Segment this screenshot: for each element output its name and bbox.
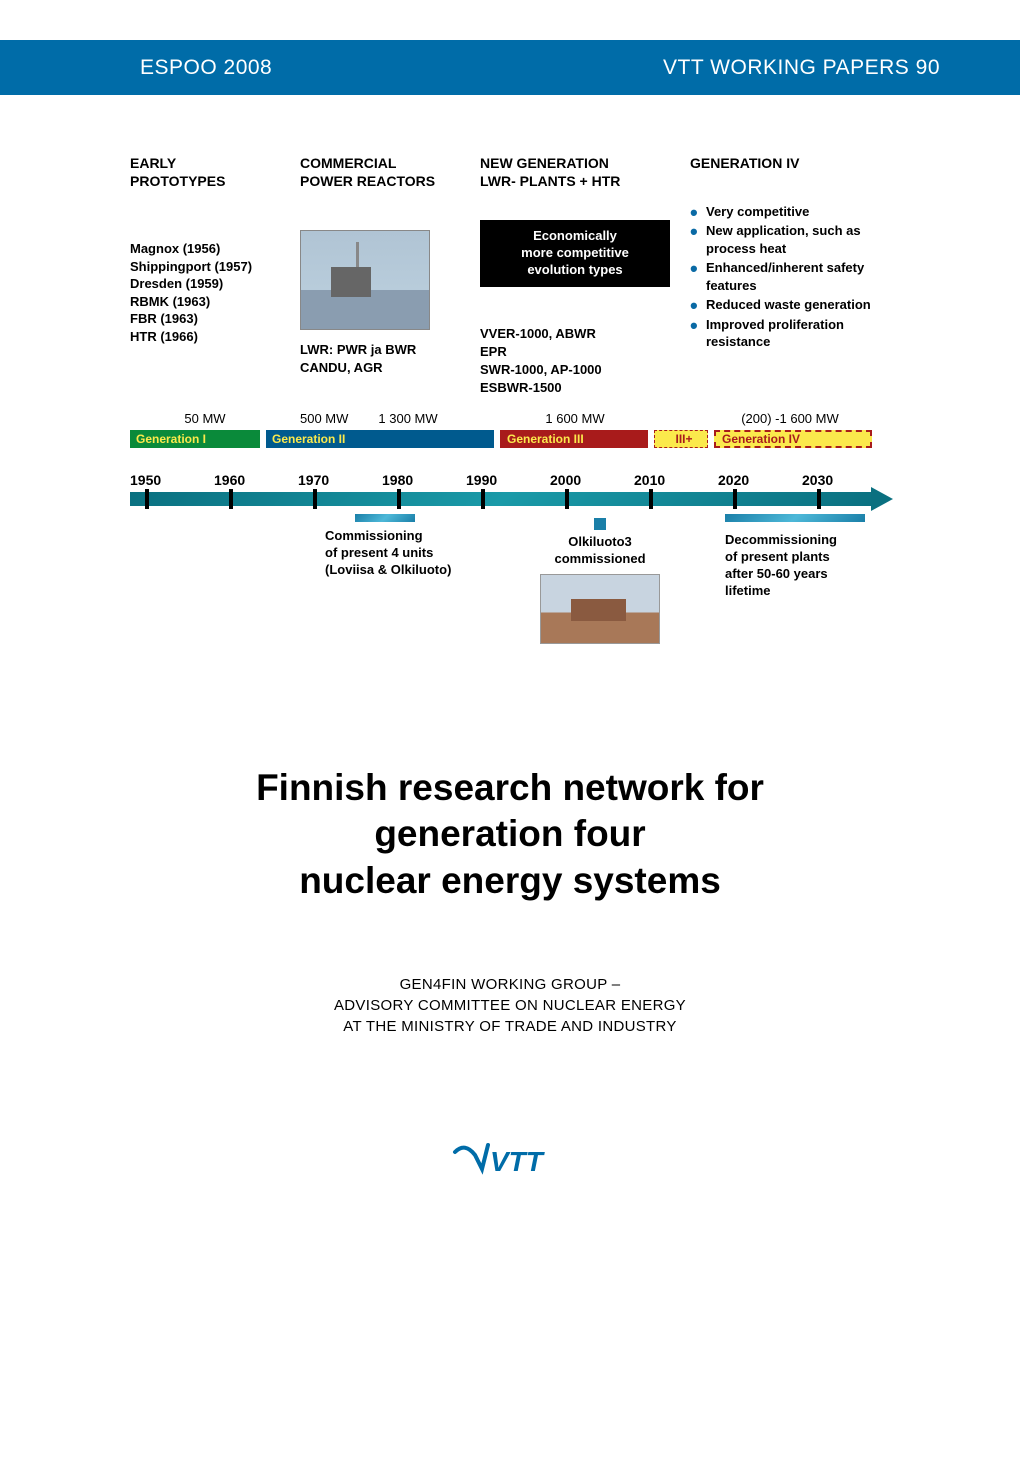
decommissioning-bar	[725, 514, 865, 522]
generation-2-column: COMMERCIAL POWER REACTORS LWR: PWR ja BW…	[300, 155, 460, 397]
mw-row: 50 MW 500 MW 1 300 MW 1 600 MW (200) -1 …	[120, 411, 900, 426]
gen1-item: Shippingport (1957)	[130, 258, 280, 276]
gen1-heading: EARLY PROTOTYPES	[130, 155, 280, 190]
gen1-mw: 50 MW	[130, 411, 280, 426]
year-label: 2020	[718, 472, 802, 488]
gen4-bullet: Enhanced/inherent safety features	[690, 259, 890, 294]
subtitle-line-1: GEN4FIN WORKING GROUP –	[0, 974, 1020, 995]
gen1-bar: Generation I	[130, 430, 260, 448]
timeline-tick	[229, 489, 233, 509]
gen3-black-box-text: Economically more competitive evolution …	[521, 228, 629, 277]
timeline-arrow	[130, 492, 875, 506]
year-label: 1980	[382, 472, 466, 488]
timeline-tick	[649, 489, 653, 509]
gen4-bullet: Very competitive	[690, 203, 890, 221]
year-label: 1990	[466, 472, 550, 488]
gen4-bullet: Reduced waste generation	[690, 296, 890, 314]
generation-diagram: EARLY PROTOTYPES Magnox (1956) Shippingp…	[120, 155, 900, 675]
gen1-item: HTR (1966)	[130, 328, 280, 346]
vtt-logo-svg: VTT	[450, 1137, 570, 1182]
commissioning-callout: Commissioning of present 4 units (Loviis…	[325, 514, 451, 579]
gen4-heading: GENERATION IV	[690, 155, 890, 173]
vtt-logo-text: VTT	[490, 1146, 546, 1177]
gen2-heading: COMMERCIAL POWER REACTORS	[300, 155, 460, 190]
gen3-reactor-list: VVER-1000, ABWR EPR SWR-1000, AP-1000 ES…	[480, 325, 670, 398]
olkiluoto-callout: Olkiluoto3 commissioned	[540, 518, 660, 644]
gen1-item: FBR (1963)	[130, 310, 280, 328]
year-label: 2030	[802, 472, 886, 488]
vtt-logo: VTT	[0, 1137, 1020, 1187]
generation-3-column: NEW GENERATION LWR- PLANTS + HTR Economi…	[480, 155, 670, 397]
olkiluoto-text: Olkiluoto3 commissioned	[540, 534, 660, 568]
timeline-tick	[313, 489, 317, 509]
title-line-1: Finnish research network for	[0, 765, 1020, 811]
commissioning-bar	[355, 514, 415, 522]
timeline: 1950 1960 1970 1980 1990 2000 2010 2020 …	[130, 472, 890, 664]
gen2-caption: LWR: PWR ja BWR CANDU, AGR	[300, 341, 460, 376]
year-label: 2010	[634, 472, 718, 488]
gen3-bar: Generation III	[500, 430, 648, 448]
title-line-2: generation four	[0, 811, 1020, 857]
title-line-3: nuclear energy systems	[0, 858, 1020, 904]
power-plant-image	[300, 230, 430, 330]
subtitle-line-3: AT THE MINISTRY OF TRADE AND INDUSTRY	[0, 1016, 1020, 1037]
timeline-tick	[733, 489, 737, 509]
year-label: 1960	[214, 472, 298, 488]
gen4-heading-text: GENERATION IV	[690, 155, 799, 171]
gen3-black-box: Economically more competitive evolution …	[480, 220, 670, 287]
timeline-tick	[145, 489, 149, 509]
decommissioning-text: Decommissioning of present plants after …	[725, 532, 865, 600]
header-left-text: ESPOO 2008	[140, 56, 272, 80]
year-row: 1950 1960 1970 1980 1990 2000 2010 2020 …	[130, 472, 890, 488]
gen2-bar: Generation II	[266, 430, 494, 448]
year-label: 1970	[298, 472, 382, 488]
gen4-mw: (200) -1 600 MW	[690, 411, 890, 426]
timeline-tick	[817, 489, 821, 509]
decommissioning-callout: Decommissioning of present plants after …	[725, 514, 865, 600]
gen2-mw-right: 1 300 MW	[378, 411, 437, 426]
gen3-heading: NEW GENERATION LWR- PLANTS + HTR	[480, 155, 670, 190]
timeline-tick	[397, 489, 401, 509]
generation-1-column: EARLY PROTOTYPES Magnox (1956) Shippingp…	[130, 155, 280, 397]
gen1-item: Dresden (1959)	[130, 275, 280, 293]
gen3-mw: 1 600 MW	[480, 411, 670, 426]
gen2-mw-left: 500 MW	[300, 411, 348, 426]
generation-columns: EARLY PROTOTYPES Magnox (1956) Shippingp…	[120, 155, 900, 397]
olkiluoto-square	[594, 518, 606, 530]
callout-row: Commissioning of present 4 units (Loviis…	[130, 514, 890, 664]
olkiluoto-plant-image	[540, 574, 660, 644]
header-bar: ESPOO 2008 VTT WORKING PAPERS 90	[0, 40, 1020, 95]
gen2-heading-text: COMMERCIAL POWER REACTORS	[300, 155, 435, 189]
gen4-bullet: New application, such as process heat	[690, 222, 890, 257]
gen3-reactor-text: VVER-1000, ABWR EPR SWR-1000, AP-1000 ES…	[480, 326, 602, 396]
gen1-item: Magnox (1956)	[130, 240, 280, 258]
gen1-heading-text: EARLY PROTOTYPES	[130, 155, 225, 189]
gen2-mw: 500 MW 1 300 MW	[300, 411, 460, 426]
gen4-bar: Generation IV	[714, 430, 872, 448]
generation-bar-row: Generation I Generation II Generation II…	[120, 430, 900, 448]
main-title: Finnish research network for generation …	[0, 765, 1020, 904]
gen4-bullet-list: Very competitive New application, such a…	[690, 203, 890, 353]
subtitle: GEN4FIN WORKING GROUP – ADVISORY COMMITT…	[0, 974, 1020, 1037]
gen4-bullet: Improved proliferation resistance	[690, 316, 890, 351]
page: ESPOO 2008 VTT WORKING PAPERS 90 EARLY P…	[0, 40, 1020, 1482]
gen1-reactor-list: Magnox (1956) Shippingport (1957) Dresde…	[130, 240, 280, 345]
year-label: 2000	[550, 472, 634, 488]
generation-4-column: GENERATION IV Very competitive New appli…	[690, 155, 890, 397]
subtitle-line-2: ADVISORY COMMITTEE ON NUCLEAR ENERGY	[0, 995, 1020, 1016]
timeline-tick	[481, 489, 485, 509]
header-right-text: VTT WORKING PAPERS 90	[663, 56, 940, 80]
timeline-tick	[565, 489, 569, 509]
gen2-caption-text: LWR: PWR ja BWR CANDU, AGR	[300, 342, 416, 375]
gen3plus-bar: III+	[654, 430, 708, 448]
commissioning-text: Commissioning of present 4 units (Loviis…	[325, 528, 451, 579]
gen1-item: RBMK (1963)	[130, 293, 280, 311]
year-label: 1950	[130, 472, 214, 488]
gen3-heading-text: NEW GENERATION LWR- PLANTS + HTR	[480, 155, 620, 189]
